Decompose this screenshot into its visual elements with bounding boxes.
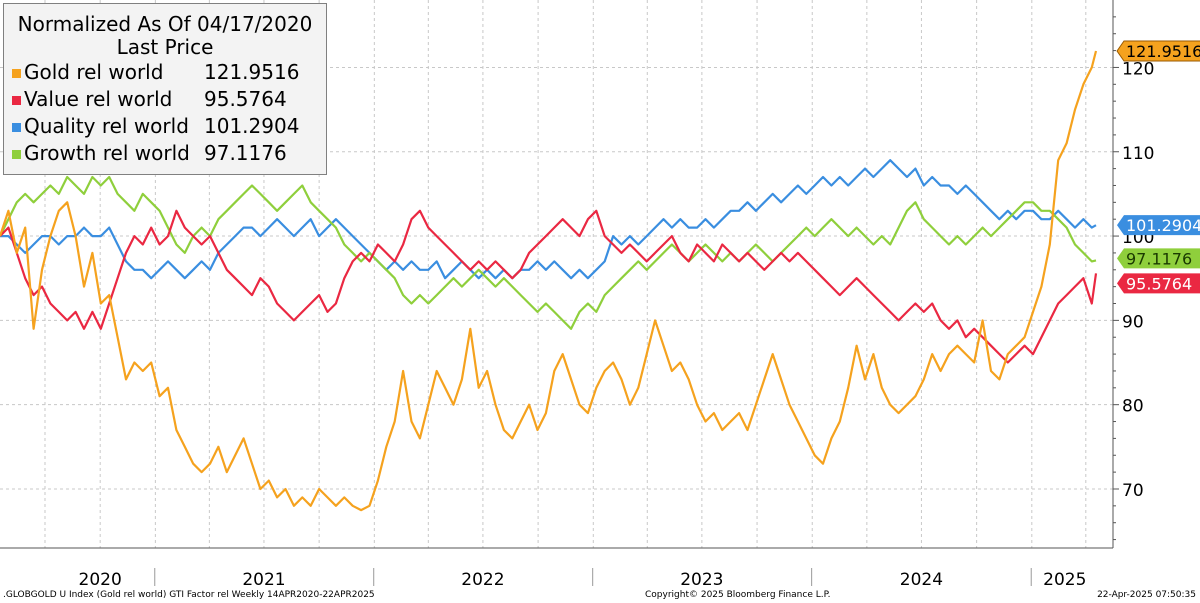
legend-name: Growth rel world: [24, 141, 190, 165]
y-tick-label: 110: [1122, 144, 1154, 164]
footer-copyright: Copyright© 2025 Bloomberg Finance L.P.: [645, 590, 831, 600]
x-tick-label: 2021: [242, 570, 285, 590]
series-line-growth: [0, 175, 1097, 330]
legend-value: 95.5764: [204, 87, 287, 111]
footer-source: .GLOBGOLD U Index (Gold rel world) GTI F…: [3, 590, 375, 600]
y-tick-label: 80: [1122, 397, 1144, 417]
last-price-tag-value: 95.5764: [1117, 273, 1200, 294]
last-price-tag-growth: 97.1176: [1117, 248, 1200, 269]
legend-swatch-value: [12, 96, 21, 105]
series-line-gold: [0, 50, 1098, 512]
y-tick-label: 90: [1122, 312, 1144, 332]
legend-swatch-growth: [12, 150, 21, 159]
legend-name: Value rel world: [24, 87, 173, 111]
x-tick-label: 2024: [900, 570, 943, 590]
y-tick-label: 120: [1122, 59, 1154, 79]
legend-entry-gold: Gold rel world 121.9516: [4, 59, 326, 86]
legend-subtitle: Last Price: [116, 35, 214, 59]
x-tick-label: 2022: [461, 570, 504, 590]
footer-timestamp: 22-Apr-2025 07:50:35: [1097, 590, 1196, 600]
x-axis-labels: 2020 2021 2022 2023 2024 2025: [79, 570, 1087, 590]
tag-background: [1116, 40, 1200, 62]
axes: [0, 0, 1119, 586]
legend-entry-value: Value rel world 95.5764: [4, 86, 326, 113]
y-tick-label: 70: [1122, 481, 1144, 501]
legend-title: Normalized As Of 04/17/2020: [17, 12, 313, 36]
legend-value: 97.1176: [204, 141, 287, 165]
x-tick-label: 2020: [79, 570, 122, 590]
tag-value: 121.9516: [1126, 42, 1200, 61]
legend: Normalized As Of 04/17/2020 Last Price G…: [3, 3, 327, 175]
legend-value: 101.2904: [204, 114, 300, 138]
series-line-value: [0, 209, 1098, 364]
tag-value: 101.2904: [1126, 216, 1200, 235]
legend-swatch-quality: [12, 123, 21, 132]
tag-value: 97.1176: [1126, 249, 1192, 268]
x-tick-label: 2023: [680, 570, 723, 590]
tag-background: [1117, 248, 1200, 269]
x-tick-label: 2025: [1043, 570, 1086, 590]
tag-background: [1117, 273, 1200, 294]
legend-name: Quality rel world: [24, 114, 189, 138]
series-line-quality: [0, 159, 1097, 280]
tag-background: [1117, 215, 1200, 236]
footer: .GLOBGOLD U Index (Gold rel world) GTI F…: [0, 587, 1200, 603]
last-price-tag-gold: 121.9516: [1116, 40, 1200, 62]
legend-swatch-gold: [12, 69, 21, 78]
legend-value: 121.9516: [204, 60, 300, 84]
legend-entry-growth: Growth rel world 97.1176: [4, 140, 326, 167]
tag-value: 95.5764: [1126, 274, 1192, 293]
series-lines: [0, 50, 1098, 512]
legend-name: Gold rel world: [24, 60, 164, 84]
last-price-tag-quality: 101.2904: [1117, 215, 1200, 236]
last-price-tags: 121.9516 101.2904 97.1176 95.5764: [1116, 40, 1200, 294]
legend-entry-quality: Quality rel world 101.2904: [4, 113, 326, 140]
